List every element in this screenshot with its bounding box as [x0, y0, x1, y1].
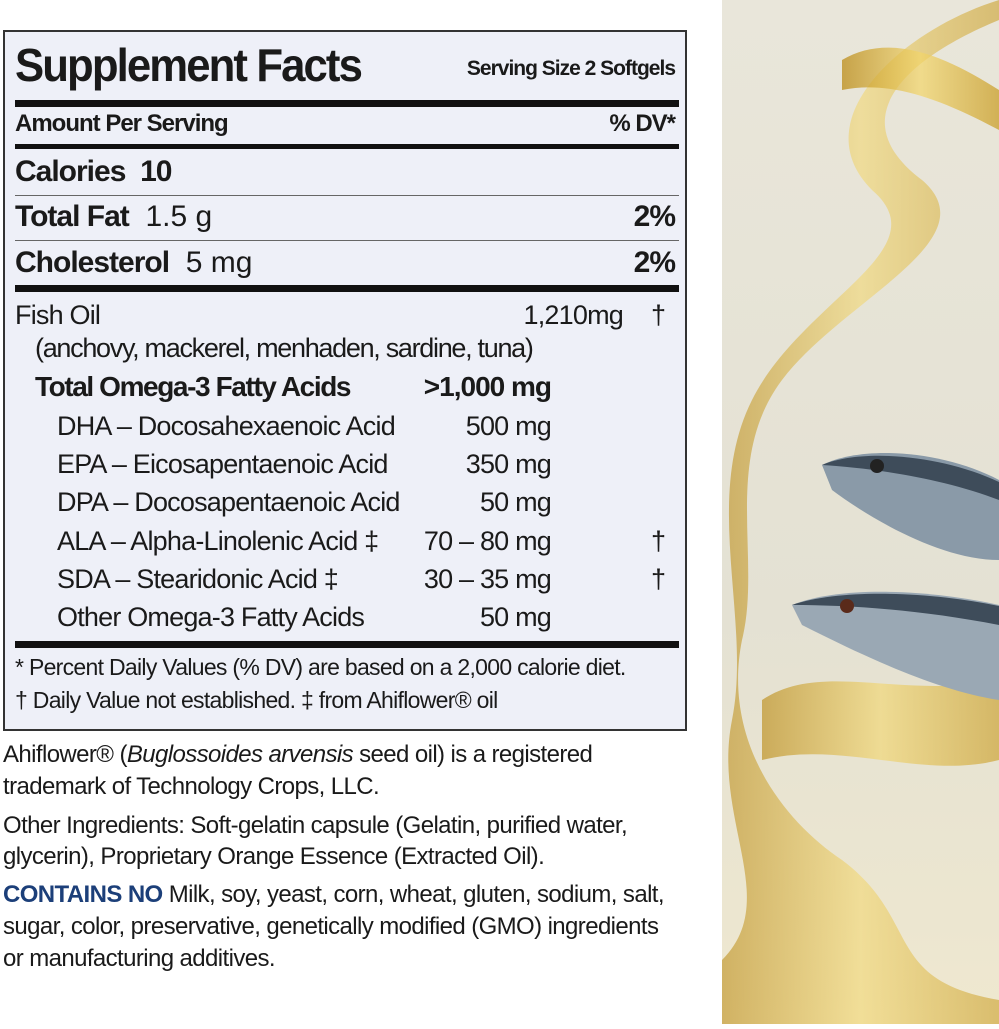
omega3-label: Total Omega-3 Fatty Acids [35, 371, 351, 402]
omega3-amount: >1,000 mg [423, 371, 552, 402]
fish-oil-photo [722, 0, 999, 1024]
total-fat-dv: 2% [633, 200, 676, 233]
acid-amount: 30 – 35 mg [423, 563, 552, 594]
contains-no-label: CONTAINS NO [3, 881, 163, 908]
acid-amount: 500 mg [465, 411, 552, 441]
cholesterol-label: Cholesterol [15, 246, 170, 279]
contains-no: CONTAINS NO Milk, soy, yeast, corn, whea… [3, 881, 665, 908]
acid-name: ALA – Alpha-Linolenic Acid ‡ [57, 525, 379, 556]
calories-row: Calories 10 [15, 155, 172, 188]
total-fat-label: Total Fat [15, 200, 130, 233]
ahiflower-note: Ahiflower® (Buglossoides arvensis seed o… [3, 741, 593, 768]
footnote-dagger: † Daily Value not established. ‡ from Ah… [15, 687, 498, 713]
acid-name: EPA – Eicosapentaenoic Acid [57, 449, 388, 480]
ahiflower-note-line2: trademark of Technology Crops, LLC. [3, 773, 380, 800]
divider [15, 195, 679, 196]
divider [15, 285, 679, 292]
acid-name: DPA – Docosapentaenoic Acid [57, 487, 400, 518]
footnote-dv: * Percent Daily Values (% DV) are based … [15, 654, 626, 680]
fish-upper [822, 453, 999, 560]
other-ingredients: Other Ingredients: Soft-gelatin capsule … [3, 812, 628, 839]
acid-name: Other Omega-3 Fatty Acids [57, 602, 365, 632]
serving-size: Serving Size 2 Softgels [466, 57, 676, 80]
oil-splash-fish-illustration [722, 0, 999, 1024]
cholesterol-dv: 2% [633, 246, 676, 279]
calories-amount: 10 [140, 155, 172, 188]
cholesterol-amount: 5 mg [185, 246, 253, 279]
cholesterol-row: Cholesterol 5 mg [15, 248, 252, 278]
fish-oil-amount: 1,210mg [523, 300, 624, 330]
acid-dv: † [651, 525, 666, 556]
acid-name: DHA – Docosahexaenoic Acid [57, 411, 396, 441]
acid-amount: 50 mg [479, 487, 552, 518]
total-fat-row: Total Fat 1.5 g [15, 202, 212, 232]
contains-no-line3: or manufacturing additives. [3, 945, 276, 972]
contains-no-line2: sugar, color, preservative, genetically … [3, 913, 659, 940]
panel-title: Supplement Facts [15, 39, 363, 91]
divider [15, 100, 679, 107]
acid-amount: 350 mg [465, 449, 552, 480]
divider [15, 144, 679, 149]
other-ingredients-line2: glycerin), Proprietary Orange Essence (E… [3, 843, 545, 870]
dv-header: % DV* [609, 110, 676, 137]
amount-per-serving: Amount Per Serving [15, 110, 229, 137]
fish-oil-sources: (anchovy, mackerel, menhaden, sardine, t… [35, 333, 534, 363]
acid-name: SDA – Stearidonic Acid ‡ [57, 563, 339, 594]
acid-amount: 70 – 80 mg [423, 525, 552, 556]
total-fat-amount: 1.5 g [145, 200, 213, 233]
divider [15, 641, 679, 648]
fish-oil-label: Fish Oil [15, 300, 101, 330]
calories-label: Calories [15, 155, 126, 188]
divider [15, 240, 679, 241]
fish-lower [792, 591, 999, 700]
fish-oil-dv: † [651, 300, 666, 330]
supplement-facts-panel: Supplement Facts Serving Size 2 Softgels… [3, 30, 687, 731]
acid-dv: † [651, 563, 666, 594]
acid-amount: 50 mg [479, 602, 552, 632]
